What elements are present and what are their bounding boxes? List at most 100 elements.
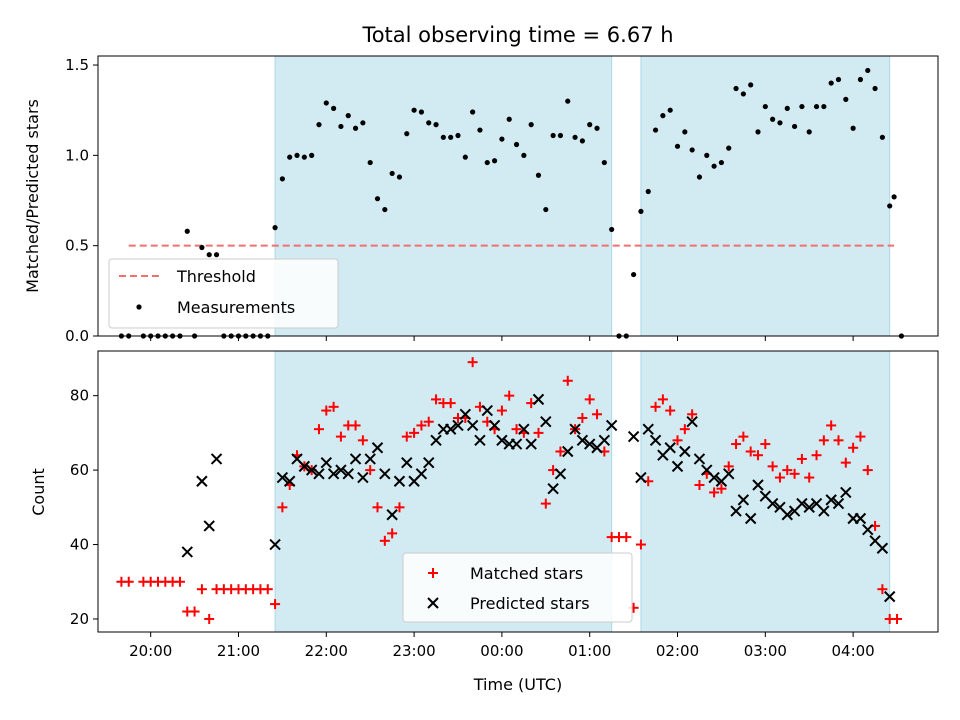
predicted-star-point xyxy=(481,404,493,417)
predicted-star-point xyxy=(708,471,720,484)
measurement-point xyxy=(572,134,578,140)
measurement-point xyxy=(506,116,512,122)
predicted-star-point-b xyxy=(335,464,347,476)
measurement-point xyxy=(645,188,651,195)
measurement-point xyxy=(455,132,461,139)
predicted-star-point xyxy=(547,483,559,495)
predicted-star-point xyxy=(203,520,215,532)
predicted-star-point-b xyxy=(379,468,391,480)
predicted-star-point-b xyxy=(452,419,464,432)
matched-star-point xyxy=(409,427,420,438)
predicted-star-point-b xyxy=(554,468,567,480)
predicted-star-point xyxy=(364,453,376,465)
measurements-points xyxy=(118,67,905,339)
measurement-point xyxy=(682,129,688,135)
measurement-point xyxy=(696,174,703,180)
predicted-star-point-b xyxy=(276,471,289,484)
legend-matched-marker xyxy=(428,568,438,578)
predicted-star-point-b xyxy=(459,408,472,420)
matched-star-point xyxy=(679,424,690,435)
predicted-star-point-b xyxy=(627,430,640,443)
predicted-star-point-b xyxy=(752,479,764,491)
predicted-star-point-b xyxy=(693,453,706,465)
predicted-star-point xyxy=(276,471,289,484)
measurement-point xyxy=(755,129,761,135)
predicted-star-point xyxy=(474,434,486,447)
predicted-star-point-b xyxy=(540,416,552,428)
predicted-star-point-b xyxy=(181,546,193,558)
matched-star-point xyxy=(196,584,207,595)
legend-matched-label: Matched stars xyxy=(470,564,583,583)
predicted-star-point xyxy=(349,453,362,465)
measurement-point xyxy=(499,136,505,142)
predicted-star-point-b xyxy=(796,497,808,510)
predicted-star-point-b xyxy=(884,590,896,603)
measurement-point xyxy=(652,127,659,133)
matched-star-point xyxy=(445,398,456,409)
predicted-star-point xyxy=(335,464,347,476)
measurement-point xyxy=(301,154,307,160)
measurement-point xyxy=(674,143,681,149)
ratio-legend-box xyxy=(108,258,339,329)
predicted-star-point-b xyxy=(284,475,296,487)
predicted-star-point-b xyxy=(466,419,479,432)
predicted-star-point xyxy=(671,460,684,473)
ratio-y-tick-label: 0.0 xyxy=(65,327,89,345)
measurement-point xyxy=(718,159,725,166)
measurement-point xyxy=(821,103,827,110)
predicted-star-point xyxy=(796,497,808,510)
predicted-star-point xyxy=(766,497,779,510)
ratio-y-tick-label: 1.5 xyxy=(65,56,89,74)
measurement-point xyxy=(491,158,498,164)
matched-star-point xyxy=(767,461,778,472)
count-x-tick-label: 23:00 xyxy=(392,642,435,660)
matched-star-point xyxy=(277,502,288,513)
count-plot-frame xyxy=(97,350,939,633)
predicted-star-point-b xyxy=(598,434,611,447)
predicted-star-point-b xyxy=(562,445,574,458)
matched-star-point xyxy=(584,394,595,405)
measurement-point xyxy=(309,152,315,158)
measurement-point xyxy=(411,107,417,113)
predicted-star-point xyxy=(444,423,457,435)
matched-star-point xyxy=(811,450,822,461)
predicted-star-point xyxy=(540,416,552,428)
measurement-point xyxy=(850,125,856,131)
measurement-point xyxy=(660,113,666,119)
matched-star-point xyxy=(687,409,698,420)
measurement-point xyxy=(213,252,220,258)
predicted-star-point-b xyxy=(474,434,486,447)
predicted-star-point-b xyxy=(305,464,318,476)
measurement-point xyxy=(609,226,615,233)
matched-star-point xyxy=(313,424,324,435)
legend-threshold-label: Threshold xyxy=(176,267,256,286)
predicted-star-point xyxy=(627,430,640,443)
predicted-star-point-b xyxy=(430,434,442,447)
measurement-point xyxy=(206,252,212,258)
predicted-star-point xyxy=(832,497,845,510)
measurement-point xyxy=(579,138,585,144)
matched-star-point xyxy=(431,394,442,405)
measurement-point xyxy=(382,206,388,213)
measurement-point xyxy=(521,152,527,158)
predicted-star-point-b xyxy=(313,468,325,480)
predicted-star-point-b xyxy=(291,453,303,465)
predicted-star-point-b xyxy=(671,460,684,473)
measurement-point xyxy=(726,145,732,151)
measurement-point xyxy=(470,109,476,115)
matched-star-point xyxy=(657,394,668,405)
predicted-star-point xyxy=(576,434,589,447)
predicted-star-point xyxy=(525,438,537,450)
predicted-star-point xyxy=(313,468,325,480)
predicted-star-point-b xyxy=(269,538,281,551)
matched-star-point xyxy=(533,427,544,438)
predicted-star-point xyxy=(803,501,815,514)
predicted-star-point xyxy=(305,464,318,476)
measurement-point xyxy=(418,109,425,115)
matched-star-point xyxy=(877,584,888,595)
count-panel: 20 40 60 80 20:00 21:00 22:00 23:00 00:00 01:00 0… xyxy=(29,350,939,694)
predicted-star-point xyxy=(342,468,354,480)
measurement-point xyxy=(535,172,542,178)
predicted-star-point xyxy=(496,434,508,447)
measurement-point xyxy=(294,152,300,158)
